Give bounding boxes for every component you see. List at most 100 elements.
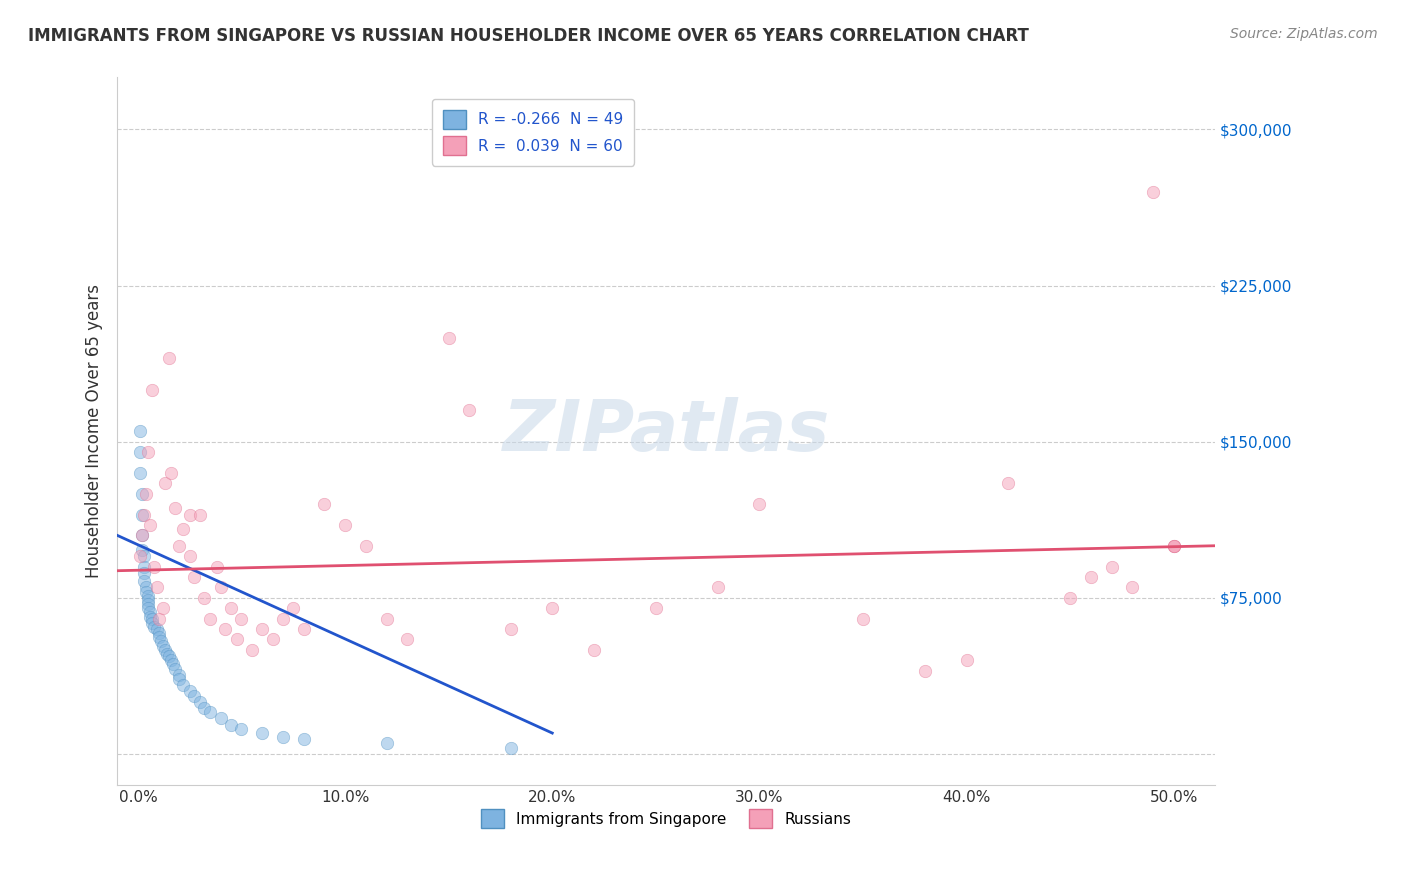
Point <box>231 611 253 625</box>
Point <box>139 609 162 624</box>
Point <box>1142 185 1164 199</box>
Point <box>131 528 153 542</box>
Point <box>541 601 564 615</box>
Point <box>148 626 170 640</box>
Point <box>148 611 170 625</box>
Point <box>396 632 419 647</box>
Point <box>135 486 157 500</box>
Text: ZIPatlas: ZIPatlas <box>502 397 830 466</box>
Point <box>193 591 215 605</box>
Point <box>375 736 398 750</box>
Point <box>375 611 398 625</box>
Point <box>134 566 156 580</box>
Point <box>136 445 159 459</box>
Point <box>165 661 187 675</box>
Point <box>748 497 770 511</box>
Point <box>136 592 159 607</box>
Point <box>179 508 201 522</box>
Point <box>157 351 180 366</box>
Point <box>292 622 315 636</box>
Point <box>240 642 263 657</box>
Point <box>219 717 242 731</box>
Point <box>136 597 159 611</box>
Point <box>226 632 249 647</box>
Point <box>188 508 211 522</box>
Point <box>165 501 187 516</box>
Point <box>139 605 162 619</box>
Point <box>160 466 183 480</box>
Point <box>129 466 152 480</box>
Point <box>188 695 211 709</box>
Text: Source: ZipAtlas.com: Source: ZipAtlas.com <box>1230 27 1378 41</box>
Point <box>143 620 166 634</box>
Point <box>205 559 228 574</box>
Point <box>136 601 159 615</box>
Point <box>1080 570 1102 584</box>
Point <box>143 559 166 574</box>
Point <box>131 542 153 557</box>
Point <box>149 634 172 648</box>
Point <box>179 549 201 563</box>
Point <box>153 642 176 657</box>
Point <box>148 630 170 644</box>
Point <box>997 476 1019 491</box>
Point <box>283 601 305 615</box>
Point <box>136 589 159 603</box>
Point <box>1163 539 1185 553</box>
Point <box>129 445 152 459</box>
Point <box>134 508 156 522</box>
Point <box>250 726 273 740</box>
Point <box>219 601 242 615</box>
Point <box>131 508 153 522</box>
Point <box>499 622 522 636</box>
Point <box>134 574 156 588</box>
Point <box>152 639 174 653</box>
Point <box>333 517 356 532</box>
Point <box>152 601 174 615</box>
Point <box>1059 591 1081 605</box>
Point <box>354 539 377 553</box>
Point <box>141 611 163 625</box>
Point <box>271 730 294 744</box>
Point <box>129 549 152 563</box>
Point <box>914 664 936 678</box>
Point <box>499 740 522 755</box>
Point <box>437 330 460 344</box>
Point <box>271 611 294 625</box>
Point <box>707 580 730 594</box>
Point <box>852 611 875 625</box>
Point <box>250 622 273 636</box>
Point <box>1163 539 1185 553</box>
Point <box>183 689 205 703</box>
Point <box>209 711 232 725</box>
Point <box>292 732 315 747</box>
Point <box>139 517 162 532</box>
Point <box>209 580 232 594</box>
Point <box>214 622 236 636</box>
Point <box>134 549 156 563</box>
Point <box>135 584 157 599</box>
Point <box>169 539 191 553</box>
Text: IMMIGRANTS FROM SINGAPORE VS RUSSIAN HOUSEHOLDER INCOME OVER 65 YEARS CORRELATIO: IMMIGRANTS FROM SINGAPORE VS RUSSIAN HOU… <box>28 27 1029 45</box>
Point <box>131 486 153 500</box>
Point <box>193 701 215 715</box>
Point <box>582 642 605 657</box>
Point <box>162 657 184 672</box>
Point <box>231 722 253 736</box>
Point <box>145 622 167 636</box>
Legend: Immigrants from Singapore, Russians: Immigrants from Singapore, Russians <box>475 803 858 834</box>
Point <box>955 653 977 667</box>
Point <box>1163 539 1185 553</box>
Point <box>160 653 183 667</box>
Point <box>141 615 163 630</box>
Point <box>169 672 191 686</box>
Point <box>131 528 153 542</box>
Point <box>200 611 222 625</box>
Point <box>134 559 156 574</box>
Point <box>179 684 201 698</box>
Point <box>173 522 195 536</box>
Point <box>1101 559 1123 574</box>
Point <box>173 678 195 692</box>
Point <box>200 705 222 719</box>
Point <box>153 476 176 491</box>
